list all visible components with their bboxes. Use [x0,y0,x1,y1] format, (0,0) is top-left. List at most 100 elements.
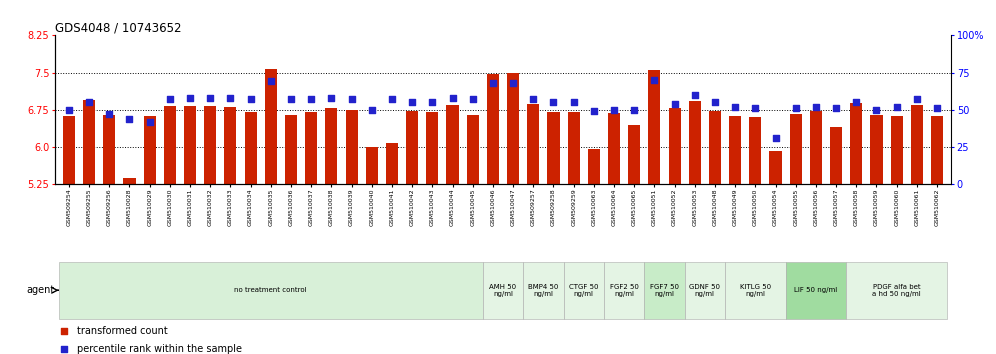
Point [263,79,279,84]
Bar [851,103,863,354]
Point [424,99,440,105]
Bar [487,74,499,354]
Bar [63,116,75,354]
Bar [668,108,680,354]
Point [102,112,118,117]
Point [646,77,662,83]
Bar [426,112,438,354]
Point [222,95,238,101]
Bar [644,262,684,319]
Point [182,95,198,101]
Bar [124,178,135,354]
Point [869,107,884,113]
Point [566,99,582,105]
Point [141,119,157,125]
Text: GDNF 50
ng/ml: GDNF 50 ng/ml [689,284,720,297]
Point [525,97,541,102]
Bar [305,112,318,354]
Point [586,108,602,114]
Bar [871,115,882,354]
Text: FGF7 50
ng/ml: FGF7 50 ng/ml [650,284,679,297]
Point [465,97,481,102]
Point [768,135,784,141]
Point [606,107,622,113]
Point [303,97,319,102]
Point [505,80,521,86]
Bar [507,73,519,354]
Point [81,99,97,105]
Bar [628,125,640,354]
Bar [564,262,604,319]
Point [485,80,501,86]
Point [888,104,904,110]
Bar [608,113,621,354]
Bar [366,147,377,354]
Point [849,99,865,105]
Bar [770,151,782,354]
Bar [709,111,721,354]
Bar [483,262,523,319]
Point [577,285,593,291]
Point [909,97,925,102]
Bar [749,117,761,354]
Point [666,101,682,107]
Point [243,97,259,102]
Bar [568,112,580,354]
Bar [385,143,398,354]
Text: CTGF 50
ng/ml: CTGF 50 ng/ml [569,284,599,297]
Bar [729,116,741,354]
Bar [265,69,277,354]
Bar [786,262,847,319]
Bar [406,111,418,354]
Text: FGF2 50
ng/ml: FGF2 50 ng/ml [610,284,638,297]
Text: PDGF alfa bet
a hd 50 ng/ml: PDGF alfa bet a hd 50 ng/ml [872,284,921,297]
Point [202,95,218,101]
Bar [83,100,96,354]
Point [444,95,460,101]
Bar [346,110,358,354]
Bar [326,108,338,354]
Bar [910,105,923,354]
Point [828,105,844,111]
Point [122,116,137,121]
Bar [648,70,660,354]
Bar [446,105,458,354]
Bar [588,149,600,354]
Bar [59,262,483,319]
Bar [527,104,539,354]
Bar [204,106,216,354]
Point [808,104,824,110]
Bar [245,112,257,354]
Bar [604,262,644,319]
Point [61,107,77,113]
Point [324,95,340,101]
Point [546,99,562,105]
Point [727,104,743,110]
Point [747,105,763,111]
Text: transformed count: transformed count [78,326,168,336]
Point [788,105,804,111]
Bar [285,115,297,354]
Point [577,124,593,130]
Bar [931,116,943,354]
Point [707,99,723,105]
Bar [790,114,802,354]
Bar [467,115,479,354]
Bar [184,106,196,354]
Text: percentile rank within the sample: percentile rank within the sample [78,344,242,354]
Bar [523,262,564,319]
Text: GDS4048 / 10743652: GDS4048 / 10743652 [55,21,181,34]
Point [283,97,299,102]
Bar [830,127,843,354]
Point [404,99,420,105]
Point [162,97,178,102]
Text: LIF 50 ng/ml: LIF 50 ng/ml [794,287,838,293]
Bar [688,101,701,354]
Bar [548,112,560,354]
Point [687,92,703,98]
Text: BMP4 50
ng/ml: BMP4 50 ng/ml [528,284,559,297]
Bar [890,116,902,354]
Text: KITLG 50
ng/ml: KITLG 50 ng/ml [740,284,771,297]
Bar [143,116,155,354]
Bar [163,106,176,354]
